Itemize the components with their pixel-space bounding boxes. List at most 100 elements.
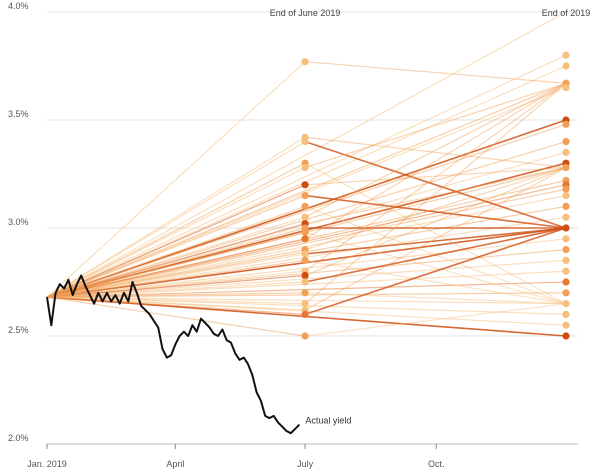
forecast-connector: [304, 166, 567, 251]
forecast-connector: [305, 166, 567, 186]
forecast-dot-year-end: [562, 51, 570, 59]
forecast-connector: [305, 303, 567, 337]
forecast-dot-year-end: [562, 202, 570, 210]
forecast-dot-mid-year: [301, 163, 309, 172]
forecast-connector: [304, 166, 567, 225]
forecast-dot-mid-year: [301, 289, 309, 297]
forecast-line-mid-year: [46, 249, 306, 298]
forecast-connector: [304, 82, 567, 240]
forecast-dot-year-end: [562, 278, 570, 286]
forecast-connector: [304, 166, 567, 311]
forecast-line-mid-year: [46, 270, 306, 298]
forecast-dot-mid-year: [301, 278, 309, 286]
forecast-line-mid-year: [46, 296, 306, 337]
forecast-dot-year-end: [562, 163, 570, 172]
forecast-line-mid-year: [46, 216, 306, 298]
forecast-dot-year-end: [562, 289, 570, 297]
labels: 2.0% 2.5% 3.0% 3.5% 4.0% Jan. 2019 April July Oc…: [8, 1, 590, 469]
forecast-line-mid-year: [46, 166, 306, 298]
x-tick-label: Jan. 2019: [27, 459, 67, 469]
forecast-dot-year-end: [562, 192, 570, 200]
y-tick-label: 3.0%: [8, 217, 29, 227]
forecast-connector: [304, 194, 567, 229]
forecast-connector: [304, 227, 567, 283]
forecast-dot-mid-year: [301, 271, 309, 280]
actual-yield-line: [46, 274, 301, 435]
forecast-dot-year-end: [562, 235, 570, 243]
forecast-line-year-end: [46, 82, 567, 298]
forecast-connector: [304, 82, 567, 305]
forecast-dot-year-end: [562, 332, 570, 340]
forecast-line-mid-year: [46, 259, 306, 298]
forecast-line-mid-year: [46, 296, 306, 311]
forecast-dot-year-end: [562, 138, 570, 146]
forecast-dot-mid-year: [301, 228, 309, 236]
forecast-dot-mid-year: [301, 213, 309, 221]
forecast-line-mid-year: [46, 205, 306, 298]
forecast-line-mid-year: [46, 296, 306, 315]
x-tick-label: April: [166, 459, 184, 469]
forecast-line-mid-year: [46, 136, 306, 298]
forecast-dot-mid-year: [301, 332, 309, 340]
forecast-line-mid-year: [46, 195, 306, 298]
forecast-dot-mid-year: [301, 181, 309, 189]
y-tick-label: 3.5%: [8, 109, 29, 119]
forecast-dot-year-end: [562, 62, 570, 70]
forecast-dot-year-end: [562, 256, 570, 264]
forecast-line-mid-year: [46, 231, 306, 298]
forecast-line-mid-year: [46, 162, 306, 298]
forecast-connector: [304, 82, 567, 169]
forecast-dot-year-end: [562, 246, 570, 254]
forecast-dot-year-end: [562, 267, 570, 275]
forecast-dot-mid-year: [301, 202, 309, 210]
forecast-connector: [304, 82, 567, 218]
forecast-dot-mid-year: [301, 256, 309, 264]
forecast-dot-mid-year: [301, 192, 309, 200]
forecast-connector: [305, 61, 567, 84]
forecast-line-mid-year: [46, 227, 306, 298]
forecast-line-mid-year: [46, 184, 306, 298]
forecast-connector: [304, 259, 567, 305]
forecast-connector: [305, 292, 567, 305]
forecast-line-mid-year: [46, 61, 306, 298]
forecast-connector: [304, 162, 567, 305]
forecast-line-year-end: [46, 123, 567, 298]
forecast-dot-year-end: [562, 310, 570, 318]
forecast-connector: [304, 140, 567, 229]
forecast-dot-year-end: [562, 213, 570, 221]
actual-yield-label: Actual yield: [305, 415, 351, 425]
forecast-line-mid-year: [46, 296, 306, 305]
y-tick-label: 4.0%: [8, 1, 29, 11]
forecast-line-mid-year: [46, 223, 306, 298]
forecast-line-year-end: [46, 188, 567, 298]
forecast-dot-year-end: [562, 84, 570, 92]
forecast-connector: [304, 227, 567, 255]
forecast-dot-year-end: [562, 224, 570, 232]
column-header: End of June 2019: [270, 8, 341, 18]
forecast-line-year-end: [46, 11, 567, 298]
forecast-dot-year-end: [562, 300, 570, 308]
forecast-line-year-end: [46, 54, 567, 298]
y-tick-label: 2.0%: [8, 433, 29, 443]
forecast-dot-year-end: [562, 321, 570, 329]
forecast-line-mid-year: [46, 141, 306, 298]
forecast-line-mid-year: [46, 253, 306, 298]
forecast-connector: [304, 227, 567, 316]
x-tick-label: Oct.: [428, 459, 445, 469]
x-tick-label: July: [297, 459, 314, 469]
forecast-dot-year-end: [562, 120, 570, 128]
forecast-dots: [301, 51, 570, 340]
column-header: End of 2019: [542, 8, 591, 18]
forecast-dot-mid-year: [301, 250, 309, 258]
forecast-dot-year-end: [562, 185, 570, 193]
y-tick-label: 2.5%: [8, 325, 29, 335]
forecast-dot-mid-year: [301, 300, 309, 308]
forecast-connector: [304, 166, 567, 277]
forecast-dot-mid-year: [301, 138, 309, 146]
forecast-dot-mid-year: [301, 58, 309, 66]
actual-yield-layer: [46, 274, 301, 435]
forecast-lines: [46, 11, 567, 337]
forecast-dot-mid-year: [301, 235, 309, 243]
forecast-dot-year-end: [562, 148, 570, 156]
